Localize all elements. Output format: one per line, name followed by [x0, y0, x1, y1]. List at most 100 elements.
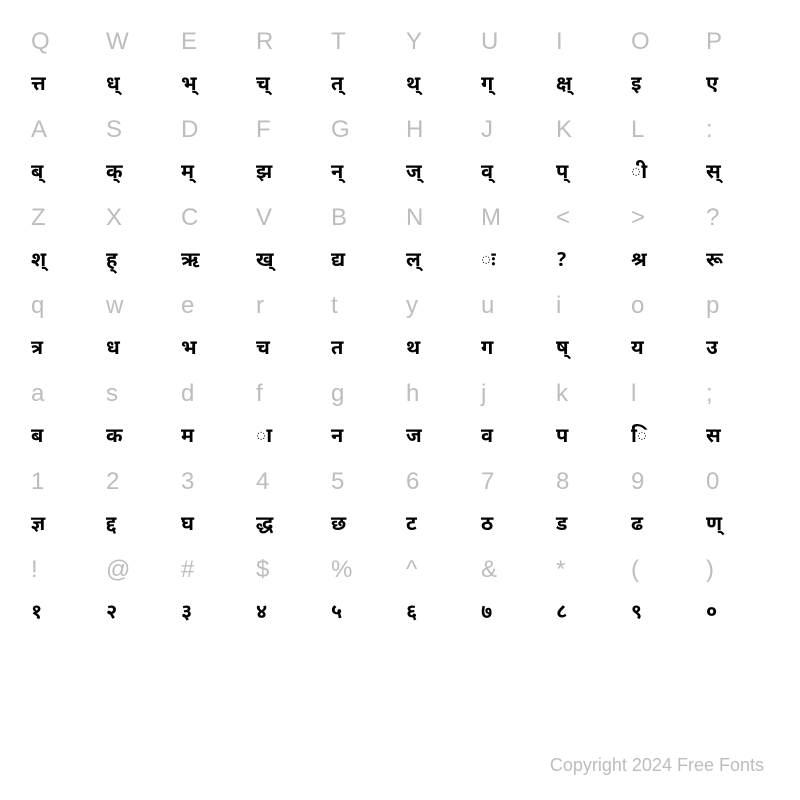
- glyph-label: ः: [481, 249, 496, 275]
- key-cell: N: [400, 196, 475, 240]
- key-label: j: [481, 380, 486, 408]
- glyph-label: ि: [631, 425, 647, 451]
- glyph-cell: ए: [700, 64, 775, 108]
- glyph-cell: ब्: [25, 152, 100, 196]
- glyph-cell: भ्: [175, 64, 250, 108]
- key-cell: 6: [400, 460, 475, 504]
- key-cell: p: [700, 284, 775, 328]
- glyph-cell: च: [250, 328, 325, 372]
- key-label: 9: [631, 468, 644, 496]
- key-cell: V: [250, 196, 325, 240]
- key-label: t: [331, 292, 338, 320]
- key-cell: Q: [25, 20, 100, 64]
- key-label: ^: [406, 556, 417, 584]
- key-cell: Z: [25, 196, 100, 240]
- key-cell: K: [550, 108, 625, 152]
- glyph-label: श्र: [631, 249, 647, 275]
- glyph-label: ?: [556, 249, 567, 275]
- glyph-cell: छ: [325, 504, 400, 548]
- glyph-cell: थ: [400, 328, 475, 372]
- glyph-cell: ल्: [400, 240, 475, 284]
- key-label: 7: [481, 468, 494, 496]
- glyph-cell: प्: [550, 152, 625, 196]
- key-label: V: [256, 204, 272, 232]
- glyph-label: प: [556, 425, 568, 451]
- key-label: F: [256, 116, 271, 144]
- key-cell: e: [175, 284, 250, 328]
- glyph-label: द्द: [106, 513, 116, 539]
- key-cell: M: [475, 196, 550, 240]
- glyph-label: च: [256, 337, 270, 363]
- key-label: I: [556, 28, 563, 56]
- key-cell: (: [625, 548, 700, 592]
- key-label: ;: [706, 380, 713, 408]
- glyph-cell: ख्: [250, 240, 325, 284]
- glyph-label: व: [481, 425, 493, 451]
- key-label: T: [331, 28, 346, 56]
- glyph-label: स: [706, 425, 721, 451]
- glyph-cell: घ: [175, 504, 250, 548]
- glyph-cell: भ: [175, 328, 250, 372]
- glyph-cell: ?: [550, 240, 625, 284]
- key-label: ?: [706, 204, 719, 232]
- glyph-label: भ: [181, 337, 197, 363]
- key-label: 1: [31, 468, 44, 496]
- glyph-label: प्: [556, 161, 568, 187]
- glyph-cell: न: [325, 416, 400, 460]
- glyph-label: त: [331, 337, 343, 363]
- glyph-label: त्र: [31, 337, 43, 363]
- key-cell: ^: [400, 548, 475, 592]
- key-cell: 9: [625, 460, 700, 504]
- glyph-label: न्: [331, 161, 343, 187]
- key-label: X: [106, 204, 122, 232]
- glyph-cell: ी: [625, 152, 700, 196]
- key-cell: S: [100, 108, 175, 152]
- key-label: g: [331, 380, 344, 408]
- key-cell: %: [325, 548, 400, 592]
- glyph-cell: १: [25, 592, 100, 636]
- key-label: U: [481, 28, 498, 56]
- key-cell: <: [550, 196, 625, 240]
- key-cell: I: [550, 20, 625, 64]
- glyph-label: क्ष्: [556, 73, 572, 99]
- glyph-label: य: [631, 337, 644, 363]
- key-cell: #: [175, 548, 250, 592]
- glyph-cell: ग: [475, 328, 550, 372]
- key-cell: O: [625, 20, 700, 64]
- glyph-cell: क्: [100, 152, 175, 196]
- key-cell: G: [325, 108, 400, 152]
- key-cell: a: [25, 372, 100, 416]
- key-cell: j: [475, 372, 550, 416]
- glyph-cell: २: [100, 592, 175, 636]
- glyph-label: ऋ: [181, 249, 200, 275]
- key-cell: D: [175, 108, 250, 152]
- key-label: d: [181, 380, 194, 408]
- glyph-cell: व: [475, 416, 550, 460]
- key-label: E: [181, 28, 197, 56]
- glyph-cell: ०: [700, 592, 775, 636]
- glyph-cell: स: [700, 416, 775, 460]
- key-cell: T: [325, 20, 400, 64]
- key-cell: ?: [700, 196, 775, 240]
- key-cell: R: [250, 20, 325, 64]
- glyph-cell: ब: [25, 416, 100, 460]
- glyph-label: ७: [481, 601, 492, 627]
- glyph-label: ०: [706, 601, 717, 627]
- key-label: 8: [556, 468, 569, 496]
- key-label: y: [406, 292, 418, 320]
- glyph-label: ठ: [481, 513, 493, 539]
- key-cell: i: [550, 284, 625, 328]
- key-label: e: [181, 292, 194, 320]
- key-cell: L: [625, 108, 700, 152]
- glyph-label: क: [106, 425, 123, 451]
- key-cell: 2: [100, 460, 175, 504]
- key-label: h: [406, 380, 419, 408]
- key-cell: ;: [700, 372, 775, 416]
- glyph-cell: च्: [250, 64, 325, 108]
- key-label: R: [256, 28, 273, 56]
- glyph-cell: त्: [325, 64, 400, 108]
- key-cell: 1: [25, 460, 100, 504]
- glyph-label: ख्: [256, 249, 274, 275]
- glyph-label: ड: [556, 513, 567, 539]
- key-label: N: [406, 204, 423, 232]
